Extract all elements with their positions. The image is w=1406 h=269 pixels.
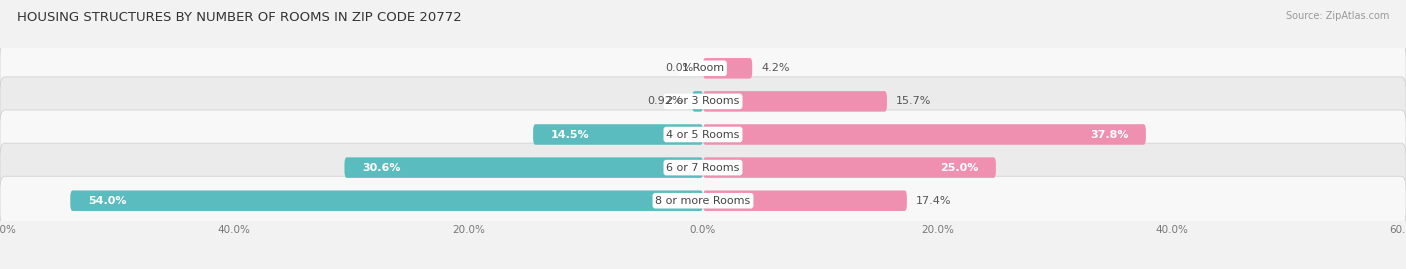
FancyBboxPatch shape xyxy=(0,110,1406,159)
Text: 15.7%: 15.7% xyxy=(897,96,932,107)
FancyBboxPatch shape xyxy=(703,124,1146,145)
Text: Source: ZipAtlas.com: Source: ZipAtlas.com xyxy=(1285,11,1389,21)
Text: 1 Room: 1 Room xyxy=(682,63,724,73)
Text: 4.2%: 4.2% xyxy=(762,63,790,73)
Text: 14.5%: 14.5% xyxy=(551,129,589,140)
FancyBboxPatch shape xyxy=(703,91,887,112)
Text: 37.8%: 37.8% xyxy=(1090,129,1129,140)
Text: 54.0%: 54.0% xyxy=(87,196,127,206)
FancyBboxPatch shape xyxy=(70,190,703,211)
Text: 0.0%: 0.0% xyxy=(665,63,693,73)
FancyBboxPatch shape xyxy=(0,176,1406,225)
Text: 6 or 7 Rooms: 6 or 7 Rooms xyxy=(666,162,740,173)
Text: 30.6%: 30.6% xyxy=(363,162,401,173)
FancyBboxPatch shape xyxy=(344,157,703,178)
FancyBboxPatch shape xyxy=(533,124,703,145)
Text: 2 or 3 Rooms: 2 or 3 Rooms xyxy=(666,96,740,107)
FancyBboxPatch shape xyxy=(692,91,703,112)
FancyBboxPatch shape xyxy=(0,77,1406,126)
FancyBboxPatch shape xyxy=(703,58,752,79)
FancyBboxPatch shape xyxy=(703,157,995,178)
FancyBboxPatch shape xyxy=(0,143,1406,192)
FancyBboxPatch shape xyxy=(703,190,907,211)
FancyBboxPatch shape xyxy=(0,44,1406,93)
Text: 17.4%: 17.4% xyxy=(917,196,952,206)
Text: HOUSING STRUCTURES BY NUMBER OF ROOMS IN ZIP CODE 20772: HOUSING STRUCTURES BY NUMBER OF ROOMS IN… xyxy=(17,11,461,24)
Text: 4 or 5 Rooms: 4 or 5 Rooms xyxy=(666,129,740,140)
Text: 0.92%: 0.92% xyxy=(647,96,683,107)
Text: 8 or more Rooms: 8 or more Rooms xyxy=(655,196,751,206)
Text: 25.0%: 25.0% xyxy=(941,162,979,173)
